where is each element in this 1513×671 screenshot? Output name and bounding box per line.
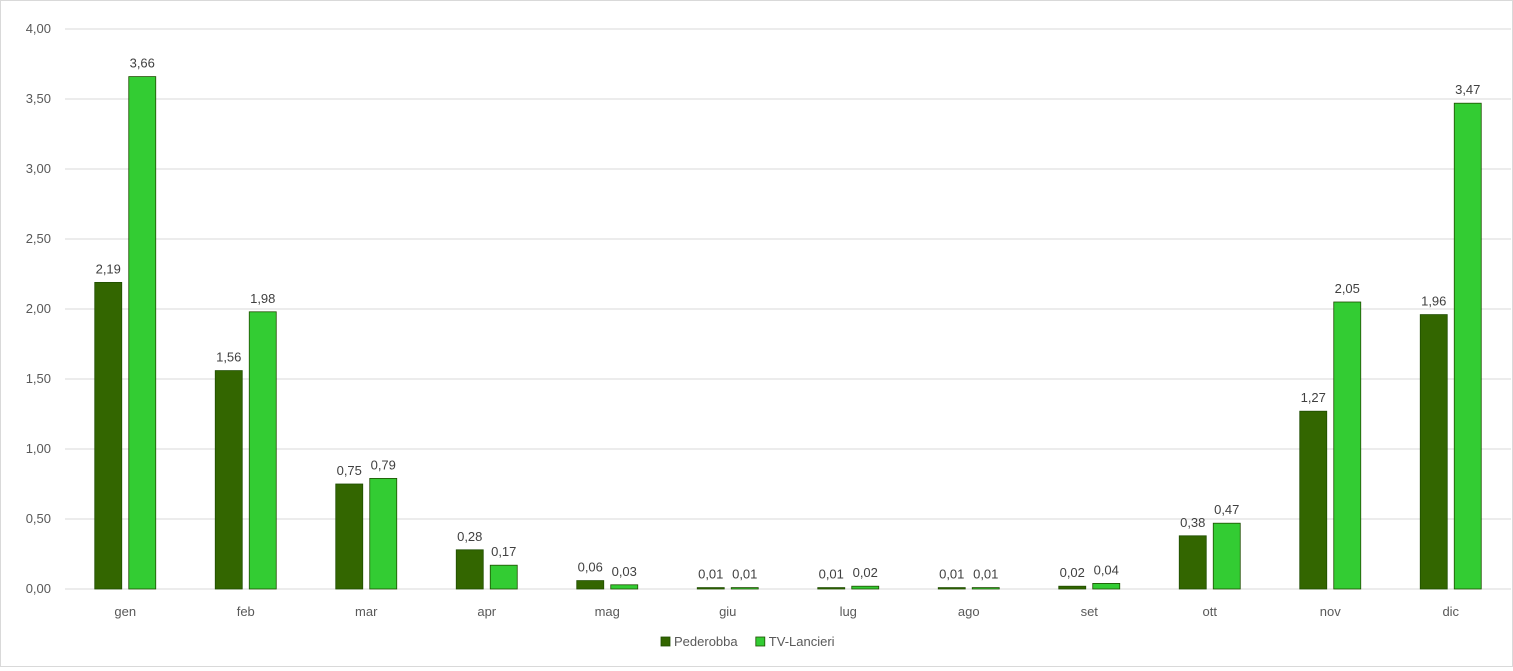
x-axis-ticks: gen feb mar apr mag giu lug ago set ott nov dic [114,604,1459,619]
x-tick-label: feb [237,604,255,619]
x-tick-label: ott [1203,604,1218,619]
legend-swatch [660,636,671,647]
x-tick-label: mag [595,604,620,619]
bar-tv-lancieri-mar [369,477,398,590]
data-label: 0,04 [1094,562,1119,577]
x-tick-label: gen [114,604,136,619]
data-label: 0,38 [1180,515,1205,530]
bar-tv-lancieri-apr [489,564,518,590]
bar-tv-lancieri-giu [730,587,759,590]
x-tick-label: set [1081,604,1099,619]
bar-pederobba-apr [455,549,484,590]
bar-tv-lancieri-nov [1333,301,1362,590]
data-label: 0,01 [973,567,998,582]
bar-tv-lancieri-mag [610,584,639,590]
data-label: 0,02 [853,565,878,580]
bar-pederobba-ott [1178,535,1207,590]
bar-pederobba-mag [576,580,605,590]
x-tick-label: apr [477,604,496,619]
bar-tv-lancieri-set [1092,583,1121,590]
data-labels: 2,19 3,66 1,56 1,98 0,75 0,79 0,28 0,17 0,06 0,03… [96,56,1481,582]
bar-pederobba-nov [1299,410,1328,590]
y-tick-label: 0,00 [26,581,51,596]
legend: Pederobba TV-Lancieri [660,634,835,649]
data-label: 0,01 [939,567,964,582]
data-label: 0,02 [1060,565,1085,580]
data-label: 0,28 [457,529,482,544]
bar-pederobba-feb [214,370,243,590]
y-tick-label: 2,50 [26,231,51,246]
data-label: 3,47 [1455,82,1480,97]
data-label: 0,17 [491,544,516,559]
data-label: 2,05 [1335,281,1360,296]
x-tick-label: mar [355,604,378,619]
bar-pederobba-gen [94,281,123,590]
legend-label: TV-Lancieri [769,634,835,649]
data-label: 0,06 [578,560,603,575]
data-label: 0,01 [819,567,844,582]
gridlines [65,28,1511,590]
bar-tv-lancieri-ago [971,587,1000,590]
bar-tv-lancieri-lug [851,585,880,590]
data-label: 1,27 [1301,390,1326,405]
x-tick-label: nov [1320,604,1341,619]
y-tick-label: 1,50 [26,371,51,386]
bar-pederobba-ago [937,587,966,590]
bar-tv-lancieri-feb [248,311,277,590]
x-tick-label: giu [719,604,736,619]
data-label: 0,01 [732,567,757,582]
bars [94,76,1482,590]
data-label: 0,75 [337,463,362,478]
data-label: 1,96 [1421,294,1446,309]
bar-tv-lancieri-gen [128,76,157,590]
legend-label: Pederobba [674,634,738,649]
bar-tv-lancieri-dic [1453,102,1482,590]
y-tick-label: 4,00 [26,21,51,36]
data-label: 1,98 [250,291,275,306]
data-label: 3,66 [130,56,155,71]
x-tick-label: ago [958,604,980,619]
legend-swatch [755,636,766,647]
y-tick-label: 3,50 [26,91,51,106]
x-tick-label: lug [840,604,857,619]
data-label: 2,19 [96,261,121,276]
bar-pederobba-mar [335,483,364,590]
data-label: 0,79 [371,457,396,472]
x-tick-label: dic [1442,604,1459,619]
bar-pederobba-giu [696,587,725,590]
data-label: 1,56 [216,350,241,365]
data-label: 0,01 [698,567,723,582]
y-tick-label: 3,00 [26,161,51,176]
y-axis-ticks: 0,00 0,50 1,00 1,50 2,00 2,50 3,00 3,50 4,00 [26,21,51,596]
data-label: 0,47 [1214,502,1239,517]
y-tick-label: 2,00 [26,301,51,316]
bar-pederobba-lug [817,587,846,590]
bar-pederobba-dic [1419,314,1448,590]
bar-tv-lancieri-ott [1212,522,1241,590]
y-tick-label: 1,00 [26,441,51,456]
bar-pederobba-set [1058,585,1087,590]
data-label: 0,03 [612,564,637,579]
y-tick-label: 0,50 [26,511,51,526]
